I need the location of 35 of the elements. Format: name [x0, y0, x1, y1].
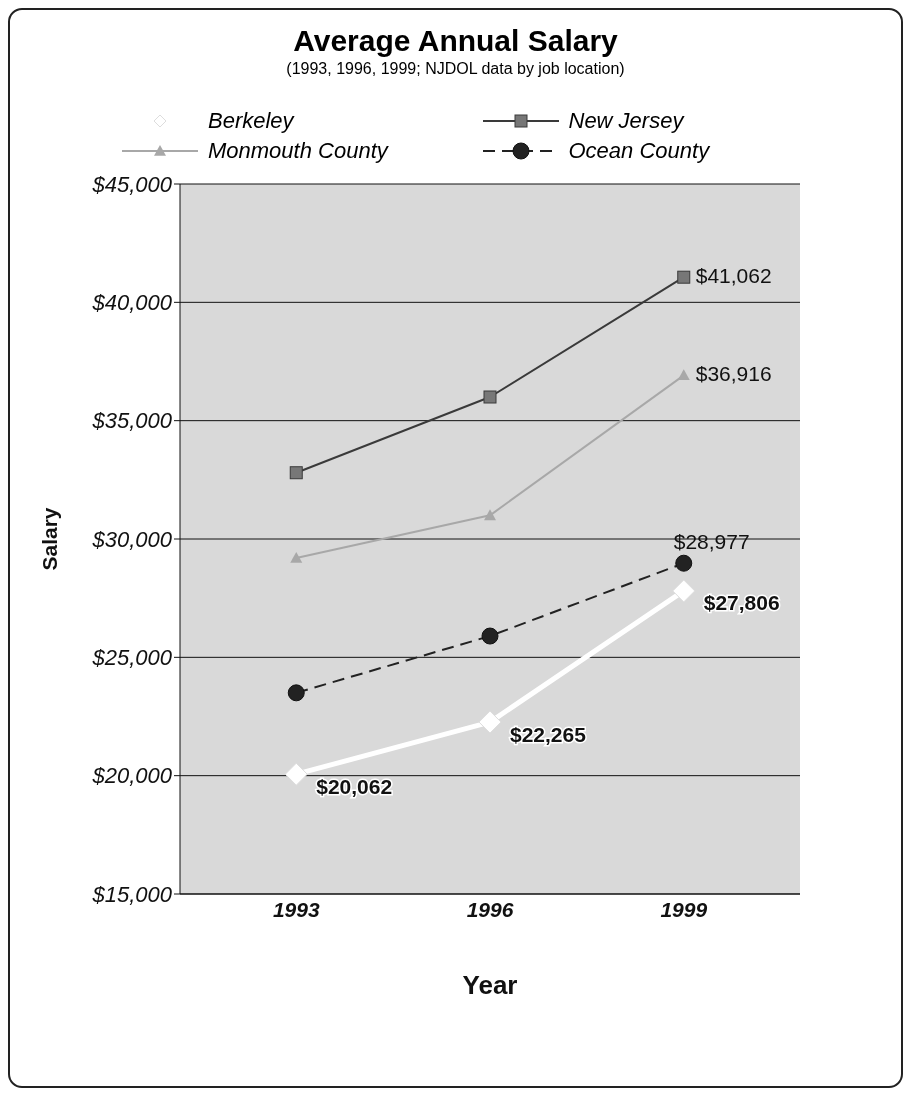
point — [284, 762, 308, 786]
point — [290, 551, 303, 563]
point — [484, 509, 496, 521]
data-label: $36,916 — [695, 361, 772, 385]
data-label: $41,062 — [695, 263, 772, 287]
x-axis-title: Year — [462, 970, 518, 1000]
data-label: $20,062 — [316, 774, 393, 798]
legend-label: New Jersey — [568, 108, 684, 134]
chart-subtitle: (1993, 1996, 1999; NJDOL data by job location) — [285, 60, 626, 78]
point — [672, 579, 696, 603]
y-tick-label: $25,000 — [91, 645, 173, 671]
legend-label: Berkeley — [208, 108, 294, 134]
chart-title: Average Annual Salary — [292, 24, 619, 58]
y-tick-label: $40,000 — [91, 290, 173, 316]
x-tick-label: 1999 — [660, 897, 708, 921]
point — [481, 627, 499, 645]
point — [289, 466, 303, 480]
y-tick-label: $20,000 — [91, 763, 173, 789]
point — [287, 684, 305, 702]
data-label: $28,977 — [673, 529, 750, 553]
data-label: $27,806 — [703, 591, 780, 615]
legend-label: Monmouth County — [208, 138, 388, 164]
x-tick-label: 1993 — [272, 897, 320, 921]
y-tick-label: $45,000 — [91, 171, 173, 197]
point — [478, 710, 502, 734]
y-axis-title: Salary — [38, 507, 62, 571]
point — [675, 554, 693, 572]
point — [483, 390, 497, 404]
legend-label: Ocean County — [568, 138, 710, 164]
data-label: $22,265 — [510, 722, 587, 746]
y-tick-label: $35,000 — [91, 408, 173, 434]
y-tick-label: $15,000 — [91, 881, 173, 907]
x-tick-label: 1996 — [466, 897, 514, 921]
y-tick-label: $30,000 — [91, 526, 173, 552]
point — [677, 270, 691, 284]
